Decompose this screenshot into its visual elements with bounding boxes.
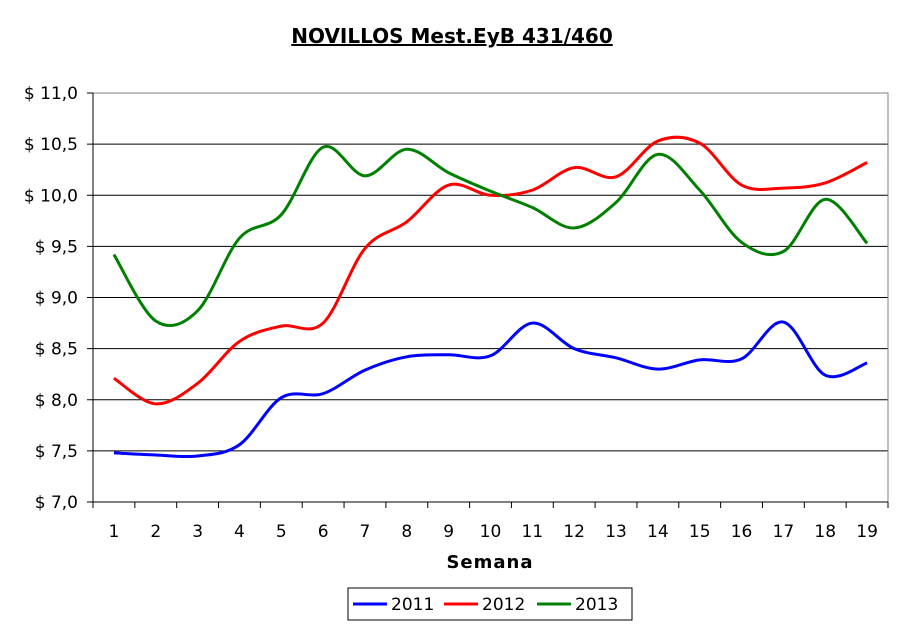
x-tick-label: 1 [109, 522, 120, 542]
x-tick-label: 6 [318, 522, 329, 542]
x-tick-label: 3 [192, 522, 203, 542]
y-tick-label: $ 9,5 [35, 237, 78, 257]
legend-label-2012: 2012 [482, 595, 525, 615]
x-tick-label: 13 [605, 522, 627, 542]
x-tick-label: 18 [814, 522, 836, 542]
x-tick-label: 14 [647, 522, 669, 542]
x-tick-label: 8 [401, 522, 412, 542]
series-line-2011 [113, 320, 868, 459]
y-tick-label: $ 8,0 [35, 391, 78, 411]
x-tick-label: 2 [150, 522, 161, 542]
legend-label-2011: 2011 [391, 595, 434, 615]
x-axis-label: Semana [446, 552, 533, 573]
y-tick-label: $ 7,5 [35, 442, 78, 462]
y-tick-label: $ 11,0 [24, 84, 78, 104]
y-tick-label: $ 7,0 [35, 493, 78, 513]
x-tick-label: 4 [234, 522, 245, 542]
legend-label-2013: 2013 [575, 595, 618, 615]
x-tick-label: 11 [522, 522, 544, 542]
y-tick-label: $ 9,0 [35, 289, 78, 309]
legend-box [347, 587, 633, 621]
series-line-2012 [113, 135, 868, 406]
x-tick-label: 17 [773, 522, 795, 542]
x-tick-label: 12 [563, 522, 585, 542]
series-line-2013 [112, 144, 869, 328]
x-tick-label: 15 [689, 522, 711, 542]
grid-lines [93, 92, 888, 452]
y-tick-label: $ 8,5 [35, 340, 78, 360]
x-tick-label: 5 [276, 522, 287, 542]
x-tick-label: 19 [856, 522, 878, 542]
x-tick-label: 7 [360, 522, 371, 542]
y-axis: $ 7,0 $ 7,5 $ 8,0 $ 8,5 $ 9,0 $ 9,5 $ 10,0 $ 10… [24, 84, 94, 513]
x-tick-label: 16 [731, 522, 753, 542]
legend: 2011 2012 2013 [347, 587, 633, 621]
series-lines [112, 135, 869, 459]
x-tick-label: 9 [443, 522, 454, 542]
y-tick-label: $ 10,0 [24, 186, 78, 206]
x-axis: 1 2 3 4 5 6 7 8 9 10 11 12 13 14 15 16 17 18 19 [92, 501, 889, 542]
x-tick-label: 10 [480, 522, 502, 542]
y-tick-label: $ 10,5 [24, 135, 78, 155]
chart-title: NOVILLOS Mest.EyB 431/460 [291, 24, 613, 48]
